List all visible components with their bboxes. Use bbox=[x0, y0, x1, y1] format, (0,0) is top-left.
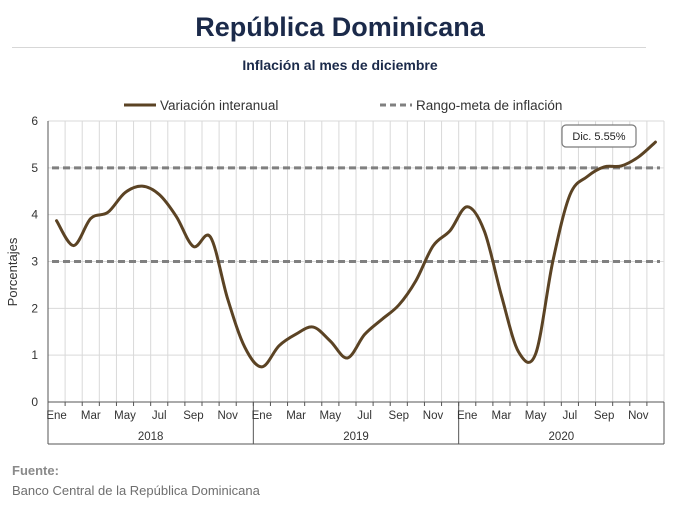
data-point bbox=[432, 245, 435, 248]
x-tick-label: May bbox=[319, 410, 341, 422]
x-tick-label: Jul bbox=[563, 410, 578, 422]
x-tick-label: Mar bbox=[286, 410, 306, 422]
y-axis-label: Porcentajes bbox=[5, 237, 20, 306]
x-tick-label: Nov bbox=[423, 410, 444, 422]
data-point bbox=[329, 340, 332, 343]
axes bbox=[47, 121, 665, 445]
data-point bbox=[449, 229, 452, 232]
data-point bbox=[414, 279, 417, 282]
x-tick-label: Mar bbox=[492, 410, 512, 422]
data-point bbox=[124, 191, 127, 194]
data-point bbox=[586, 175, 589, 178]
y-tick-label: 6 bbox=[31, 114, 38, 128]
data-point bbox=[466, 205, 469, 208]
data-point bbox=[55, 219, 58, 222]
x-tick-label: Nov bbox=[628, 410, 649, 422]
y-tick-label: 1 bbox=[31, 348, 38, 362]
legend-label-variacion: Variación interanual bbox=[160, 98, 278, 113]
annotation-dic: Dic. 5.55% bbox=[561, 124, 637, 148]
x-tick-label: Ene bbox=[457, 410, 477, 422]
data-point bbox=[243, 346, 246, 349]
y-tick-label: 0 bbox=[31, 395, 38, 409]
data-point bbox=[72, 244, 75, 247]
y-tick-label: 4 bbox=[31, 208, 38, 222]
line-chart: Variación interanual Rango-meta de infla… bbox=[5, 98, 665, 445]
data-point bbox=[106, 211, 109, 214]
annotation-text: Dic. 5.55% bbox=[572, 131, 625, 143]
title-divider bbox=[12, 47, 646, 48]
x-tick-label: Mar bbox=[81, 410, 101, 422]
data-point bbox=[551, 260, 554, 263]
data-point bbox=[568, 193, 571, 196]
x-tick-label: May bbox=[114, 410, 136, 422]
source-label: Fuente: bbox=[12, 463, 59, 478]
x-tick-label: May bbox=[525, 410, 547, 422]
data-point bbox=[209, 236, 212, 239]
data-point bbox=[312, 326, 315, 329]
data-point bbox=[346, 356, 349, 359]
data-point bbox=[158, 193, 161, 196]
x-tick-label: Sep bbox=[594, 410, 614, 422]
data-point bbox=[483, 230, 486, 233]
data-point bbox=[637, 156, 640, 159]
year-label: 2019 bbox=[343, 431, 369, 443]
x-tick-label: Nov bbox=[217, 410, 238, 422]
series-line-variacion bbox=[55, 140, 657, 369]
y-tick-label: 5 bbox=[31, 161, 38, 175]
x-tick-label: Ene bbox=[46, 410, 66, 422]
data-point bbox=[534, 352, 537, 355]
x-tick-label: Ene bbox=[252, 410, 272, 422]
data-point bbox=[226, 297, 229, 300]
x-tick-label: Sep bbox=[389, 410, 409, 422]
data-point bbox=[380, 318, 383, 321]
year-label: 2018 bbox=[138, 431, 164, 443]
data-point bbox=[397, 304, 400, 307]
data-point bbox=[517, 350, 520, 353]
y-tick-label: 2 bbox=[31, 301, 38, 315]
data-point bbox=[500, 294, 503, 297]
data-point bbox=[192, 245, 195, 248]
x-tick-label: Jul bbox=[152, 410, 167, 422]
target-range-lines bbox=[52, 166, 660, 263]
data-point bbox=[175, 215, 178, 218]
chart-subtitle: Inflación al mes de diciembre bbox=[242, 57, 438, 73]
data-point bbox=[89, 217, 92, 220]
data-point bbox=[260, 365, 263, 368]
data-point bbox=[295, 333, 298, 336]
data-point bbox=[278, 344, 281, 347]
tick-labels: 0 1 2 3 4 5 6 Ene Mar May Jul Sep Nov Ene Mar May Jul Sep… bbox=[31, 114, 648, 443]
year-label: 2020 bbox=[549, 431, 575, 443]
data-point bbox=[654, 141, 657, 144]
source-text: Banco Central de la República Dominicana bbox=[12, 483, 260, 498]
legend-label-rango-meta: Rango-meta de inflación bbox=[416, 98, 562, 113]
y-tick-label: 3 bbox=[31, 255, 38, 269]
x-tick-label: Jul bbox=[357, 410, 372, 422]
annotation-box bbox=[561, 124, 637, 148]
x-tick-label: Sep bbox=[183, 410, 203, 422]
chart-title: República Dominicana bbox=[195, 12, 485, 42]
data-point bbox=[363, 333, 366, 336]
data-point bbox=[603, 165, 606, 168]
data-point bbox=[620, 164, 623, 167]
data-point bbox=[141, 185, 144, 188]
legend: Variación interanual Rango-meta de infla… bbox=[124, 98, 562, 113]
